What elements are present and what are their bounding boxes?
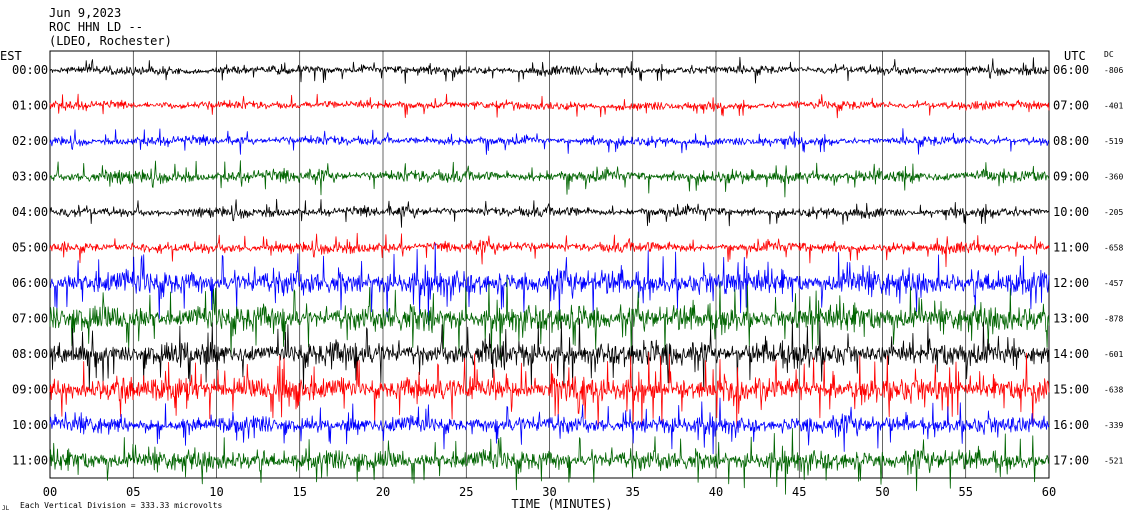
- trace-row-0000: [50, 56, 1050, 84]
- row-label-est: 08:00: [12, 347, 48, 361]
- row-label-est: 11:00: [12, 454, 48, 468]
- row-dc-offset: -457: [1104, 279, 1123, 288]
- trace-row-1000: [49, 397, 1050, 455]
- row-label-est: 06:00: [12, 276, 48, 290]
- dc-label: DC: [1104, 50, 1114, 59]
- trace-group: [49, 56, 1050, 495]
- row-label-utc: 17:00: [1053, 454, 1089, 468]
- row-label-est: 00:00: [12, 63, 48, 77]
- chart-network: (LDEO, Rochester): [49, 34, 172, 48]
- row-label-utc: 10:00: [1053, 205, 1089, 219]
- row-dc-offset: -878: [1104, 315, 1123, 324]
- row-labels: 00:00 06:00 -806 01:00 07:00 -401 02:00 08:00 -5…: [12, 63, 1123, 468]
- row-label-utc: 15:00: [1053, 383, 1089, 397]
- row-label-utc: 12:00: [1053, 276, 1089, 290]
- x-tick-label: 60: [1042, 485, 1056, 499]
- x-tick-label: 00: [43, 485, 57, 499]
- row-label-utc: 13:00: [1053, 312, 1089, 326]
- x-tick-label: 15: [293, 485, 307, 499]
- row-label-est: 09:00: [12, 383, 48, 397]
- x-tick-label: 05: [126, 485, 140, 499]
- trace-row-0300: [49, 160, 1050, 198]
- row-dc-offset: -521: [1104, 457, 1123, 466]
- x-tick-label: 55: [959, 485, 973, 499]
- trace-row-0800: [49, 318, 1050, 391]
- x-axis-label: TIME (MINUTES): [511, 497, 612, 511]
- row-label-est: 10:00: [12, 418, 48, 432]
- x-tick-label: 30: [542, 485, 556, 499]
- x-tick-label: 35: [626, 485, 640, 499]
- row-label-utc: 09:00: [1053, 170, 1089, 184]
- trace-row-0200: [49, 128, 1050, 155]
- x-tick-label: 25: [459, 485, 473, 499]
- row-dc-offset: -658: [1104, 244, 1123, 253]
- row-label-est: 05:00: [12, 241, 48, 255]
- trace-row-0600: [49, 242, 1050, 326]
- trace-row-0400: [49, 198, 1050, 228]
- row-dc-offset: -806: [1104, 66, 1123, 75]
- row-label-est: 01:00: [12, 99, 48, 113]
- trace-row-0700: [49, 277, 1050, 361]
- x-tick-label: 20: [376, 485, 390, 499]
- row-label-utc: 08:00: [1053, 134, 1089, 148]
- row-dc-offset: -360: [1104, 173, 1123, 182]
- row-dc-offset: -401: [1104, 102, 1123, 111]
- row-dc-offset: -601: [1104, 350, 1123, 359]
- x-tick-label: 45: [792, 485, 806, 499]
- x-tick-label: 50: [875, 485, 889, 499]
- plot-grid: [132, 51, 967, 478]
- chart-station: ROC HHN LD --: [49, 20, 143, 34]
- x-tick-label: 40: [709, 485, 723, 499]
- row-label-est: 03:00: [12, 170, 48, 184]
- trace-row-0100: [49, 93, 1050, 119]
- row-dc-offset: -519: [1104, 137, 1123, 146]
- row-label-est: 07:00: [12, 312, 48, 326]
- trace-row-0900: [49, 351, 1050, 430]
- vertical-division-note: Each Vertical Division = 333.33 microvol…: [20, 501, 222, 510]
- row-label-utc: 11:00: [1053, 241, 1089, 255]
- row-label-est: 02:00: [12, 134, 48, 148]
- row-dc-offset: -339: [1104, 421, 1123, 430]
- row-label-utc: 07:00: [1053, 99, 1089, 113]
- row-label-utc: 06:00: [1053, 63, 1089, 77]
- x-tick-labels: 00 05 10 15 20 25 30 35 40 45 50 55 60: [43, 485, 1056, 499]
- left-axis-label: EST: [0, 49, 22, 63]
- chart-date: Jun 9,2023: [49, 6, 121, 20]
- plot-frame: [49, 50, 1050, 479]
- x-tick-label: 10: [209, 485, 223, 499]
- row-dc-offset: -638: [1104, 386, 1123, 395]
- trace-row-0500: [49, 232, 1050, 268]
- right-axis-label: UTC: [1064, 49, 1086, 63]
- trace-row-1100: [49, 427, 1049, 495]
- footer-mark: JL: [2, 505, 10, 512]
- row-dc-offset: -205: [1104, 208, 1123, 217]
- row-label-utc: 14:00: [1053, 347, 1089, 361]
- row-label-est: 04:00: [12, 205, 48, 219]
- row-label-utc: 16:00: [1053, 418, 1089, 432]
